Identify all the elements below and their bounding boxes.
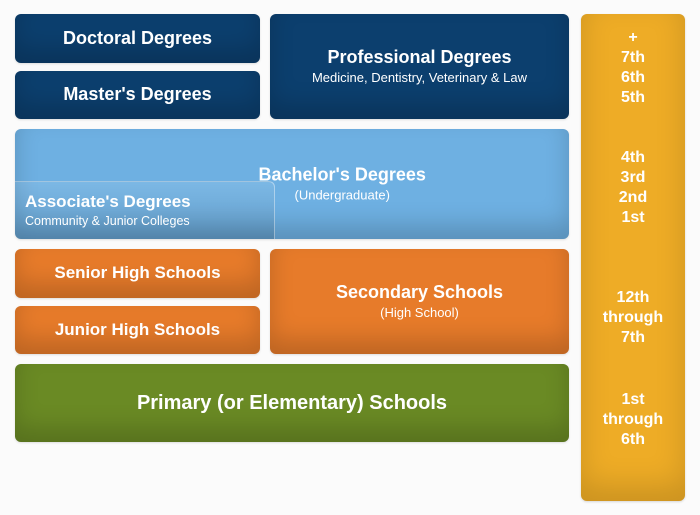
levels-column: Doctoral Degrees Master's Degrees Profes… [15, 14, 569, 501]
primary-block: Primary (or Elementary) Schools [15, 364, 569, 442]
undergraduate-section: Bachelor's Degrees (Undergraduate) Assoc… [15, 129, 569, 239]
masters-label: Master's Degrees [15, 84, 260, 105]
professional-block: Professional Degrees Medicine, Dentistry… [270, 14, 569, 119]
senior-high-block: Senior High Schools [15, 249, 260, 298]
masters-block: Master's Degrees [15, 71, 260, 120]
professional-title: Professional Degrees [270, 47, 569, 68]
doctoral-block: Doctoral Degrees [15, 14, 260, 63]
doctoral-label: Doctoral Degrees [15, 28, 260, 49]
associate-block: Associate's Degrees Community & Junior C… [15, 181, 275, 239]
associate-sub: Community & Junior Colleges [25, 214, 264, 230]
senior-high-label: Senior High Schools [15, 263, 260, 283]
secondary-schools-block: Secondary Schools (High School) [270, 249, 569, 354]
graduate-section: Doctoral Degrees Master's Degrees Profes… [15, 14, 569, 119]
bachelor-block: Bachelor's Degrees (Undergraduate) Assoc… [15, 129, 569, 239]
bachelor-title: Bachelor's Degrees [259, 164, 426, 185]
associate-title: Associate's Degrees [25, 192, 264, 212]
secondary-sub: (High School) [270, 305, 569, 321]
primary-title: Primary (or Elementary) Schools [15, 392, 569, 415]
years-graduate: + 7th 6th 5th [585, 28, 681, 146]
years-primary: 1st through 6th [585, 382, 681, 450]
professional-sub: Medicine, Dentistry, Veterinary & Law [270, 70, 569, 86]
secondary-title: Secondary Schools [270, 282, 569, 303]
years-bachelor: 4th 3rd 2nd 1st [585, 146, 681, 266]
junior-high-block: Junior High Schools [15, 306, 260, 355]
junior-high-label: Junior High Schools [15, 320, 260, 340]
secondary-section: Senior High Schools Junior High Schools … [15, 249, 569, 354]
years-secondary: 12th through 7th [585, 266, 681, 382]
education-diagram: Doctoral Degrees Master's Degrees Profes… [15, 14, 685, 501]
years-sidebar: + 7th 6th 5th 4th 3rd 2nd 1st 12th throu… [581, 14, 685, 501]
bachelor-sub: (Undergraduate) [259, 187, 426, 203]
